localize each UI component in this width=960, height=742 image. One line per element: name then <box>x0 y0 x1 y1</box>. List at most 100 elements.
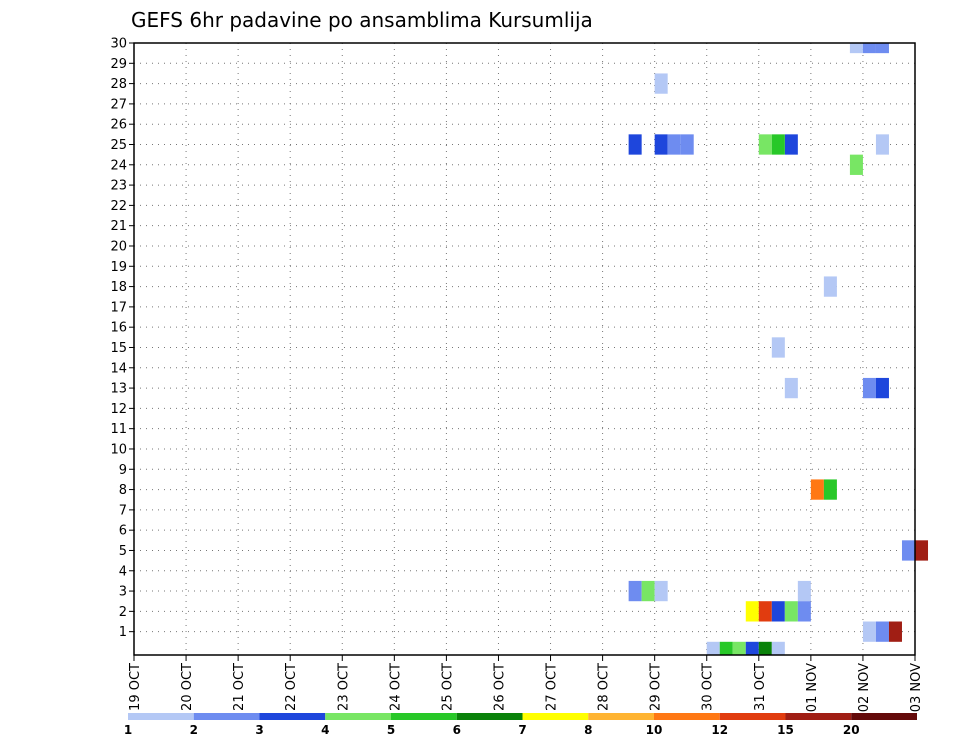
x-tick-label: 01 NOV <box>805 663 820 712</box>
heatmap-cell <box>810 479 824 500</box>
colorbar-label: 6 <box>453 723 461 737</box>
heatmap-cell <box>784 377 798 399</box>
colorbar-label: 15 <box>777 723 794 737</box>
colorbar-swatch <box>719 713 786 720</box>
colorbar-label: 12 <box>711 723 728 737</box>
heatmap-cell <box>875 43 889 54</box>
y-tick-label: 8 <box>119 483 127 498</box>
y-tick-label: 26 <box>110 118 127 133</box>
heatmap-cell <box>862 43 876 54</box>
colorbar-label: 2 <box>190 723 198 737</box>
y-tick-label: 20 <box>110 239 127 254</box>
colorbar-swatch <box>193 713 260 720</box>
heatmap-cell <box>823 276 837 297</box>
heatmap-cell <box>654 134 668 155</box>
heatmap-cell <box>628 134 642 155</box>
heatmap-cell <box>784 601 798 622</box>
x-tick-label: 22 OCT <box>284 663 299 711</box>
y-tick-label: 2 <box>119 605 127 620</box>
heatmap-cell <box>758 601 772 622</box>
y-tick-label: 25 <box>110 138 127 153</box>
heatmap-cell <box>680 134 694 155</box>
heatmap-cell <box>758 641 772 655</box>
heatmap-cell <box>784 134 798 155</box>
heatmap-cell <box>771 641 785 655</box>
colorbar-swatch <box>522 713 589 720</box>
y-tick-label: 28 <box>110 77 127 92</box>
heatmap-cell <box>875 134 889 155</box>
y-tick-label: 14 <box>110 361 127 376</box>
x-tick-label: 28 OCT <box>597 663 612 711</box>
colorbar-swatch <box>456 713 523 720</box>
heatmap-cell <box>849 43 863 54</box>
x-tick-label: 27 OCT <box>545 663 560 711</box>
x-tick-label: 30 OCT <box>701 663 716 711</box>
heatmap-cell <box>875 377 889 399</box>
x-axis: 19 OCT 20 OCT 21 OCT 22 OCT 23 OCT 24 OCT 25 O… <box>128 655 924 712</box>
colorbar-swatch <box>259 713 326 720</box>
x-tick-label: 31 OCT <box>753 663 768 711</box>
y-tick-label: 21 <box>110 219 127 234</box>
y-tick-label: 23 <box>110 179 127 194</box>
heatmap-cell <box>797 601 811 622</box>
heatmap-cell <box>862 621 876 642</box>
y-tick-label: 30 <box>110 37 127 52</box>
colorbar-swatch <box>851 713 917 720</box>
y-tick-label: 17 <box>110 300 127 315</box>
colorbar-legend: 1 2 3 4 5 6 7 8 10 12 15 20 <box>124 713 917 737</box>
x-tick-label: 03 NOV <box>909 663 924 712</box>
colorbar-swatch <box>654 713 720 720</box>
colorbar-swatch <box>128 713 194 720</box>
x-tick-label: 02 NOV <box>857 663 872 712</box>
colorbar-swatch <box>391 713 457 720</box>
heatmap-cell <box>771 601 785 622</box>
y-axis: 1234567891011121314151617181920212223242… <box>110 37 134 640</box>
y-tick-label: 22 <box>110 199 127 214</box>
heatmap-cell <box>901 540 915 561</box>
y-tick-label: 1 <box>119 625 127 640</box>
x-tick-label: 21 OCT <box>232 663 247 711</box>
colorbar-swatch <box>325 713 391 720</box>
y-tick-label: 24 <box>110 158 127 173</box>
heatmap-cell <box>758 134 772 155</box>
plot-frame <box>133 42 916 656</box>
y-tick-label: 12 <box>110 402 127 417</box>
colorbar-label: 1 <box>124 723 132 737</box>
y-tick-label: 6 <box>119 524 127 539</box>
y-tick-label: 19 <box>110 260 127 275</box>
y-tick-label: 13 <box>110 382 127 397</box>
heatmap-cell <box>732 641 746 655</box>
colorbar-label: 10 <box>646 723 663 737</box>
heatmap-cell <box>654 580 668 602</box>
y-tick-label: 16 <box>110 321 127 336</box>
heatmap-cell <box>628 580 642 602</box>
y-tick-label: 10 <box>110 442 127 457</box>
data-cells <box>628 43 929 655</box>
y-tick-label: 3 <box>119 585 127 600</box>
grid <box>134 42 915 655</box>
x-tick-label: 29 OCT <box>649 663 664 711</box>
y-tick-label: 9 <box>119 463 127 478</box>
heatmap-cell <box>915 540 929 561</box>
colorbar-swatch <box>785 713 852 720</box>
heatmap-cell <box>745 641 759 655</box>
heatmap-cell <box>654 73 668 94</box>
y-tick-label: 7 <box>119 503 127 518</box>
x-tick-label: 19 OCT <box>128 663 143 711</box>
y-tick-label: 18 <box>110 280 127 295</box>
x-tick-label: 24 OCT <box>388 663 403 711</box>
y-tick-label: 15 <box>110 341 127 356</box>
heatmap-cell <box>888 621 902 642</box>
heatmap-cell <box>849 154 863 175</box>
colorbar-label: 3 <box>255 723 263 737</box>
colorbar-label: 4 <box>321 723 329 737</box>
x-tick-label: 20 OCT <box>180 663 195 711</box>
y-tick-label: 11 <box>110 422 127 437</box>
x-tick-label: 23 OCT <box>336 663 351 711</box>
x-tick-label: 26 OCT <box>492 663 507 711</box>
heatmap-cell <box>862 377 876 399</box>
heatmap-cell <box>771 337 785 358</box>
heatmap-cell <box>745 601 759 622</box>
chart-title: GEFS 6hr padavine po ansamblima Kursumli… <box>131 8 593 32</box>
